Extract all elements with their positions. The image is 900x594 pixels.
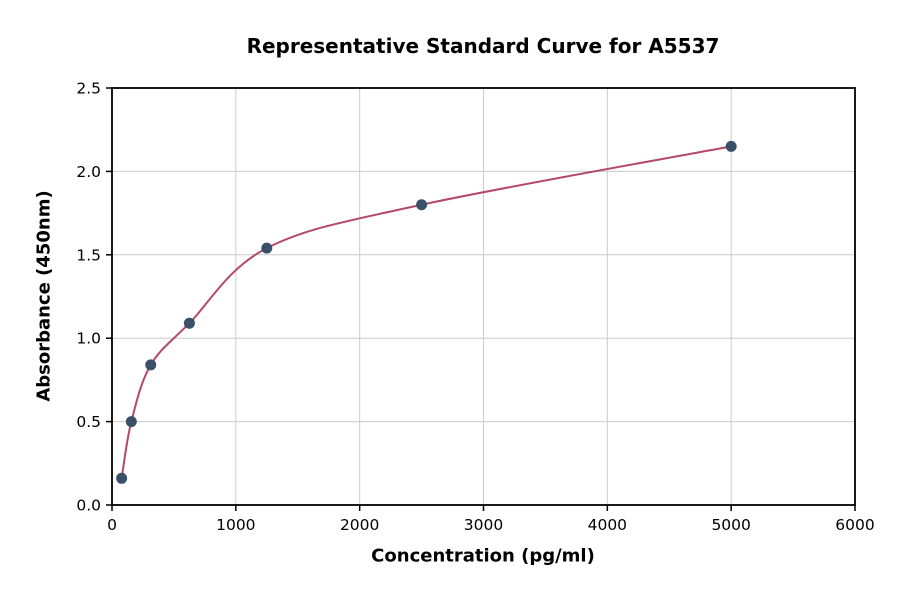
y-tick-label: 1.0 <box>76 330 101 348</box>
x-tick-label: 5000 <box>711 516 750 534</box>
x-tick-label: 2000 <box>340 516 379 534</box>
standard-curve-line <box>120 145 732 479</box>
x-axis-label: Concentration (pg/ml) <box>371 545 595 567</box>
x-tick-label: 1000 <box>216 516 255 534</box>
data-point <box>125 416 137 428</box>
y-tick-label: 0.0 <box>76 497 101 515</box>
x-tick-label: 0 <box>107 516 117 534</box>
y-tick-label: 2.5 <box>76 80 101 98</box>
y-tick-label: 2.0 <box>76 163 101 181</box>
data-point <box>116 472 128 484</box>
data-point <box>416 199 428 211</box>
data-point <box>261 242 273 254</box>
chart-title: Representative Standard Curve for A5537 <box>246 34 720 58</box>
y-tick-label: 1.5 <box>76 246 101 264</box>
y-tick-label: 0.5 <box>76 413 101 431</box>
x-tick-label: 6000 <box>835 516 874 534</box>
data-point <box>145 359 157 371</box>
x-tick-label: 4000 <box>588 516 627 534</box>
y-axis-label: Absorbance (450nm) <box>33 190 55 402</box>
data-point <box>183 317 195 329</box>
x-tick-label: 3000 <box>464 516 503 534</box>
data-point <box>725 140 737 152</box>
